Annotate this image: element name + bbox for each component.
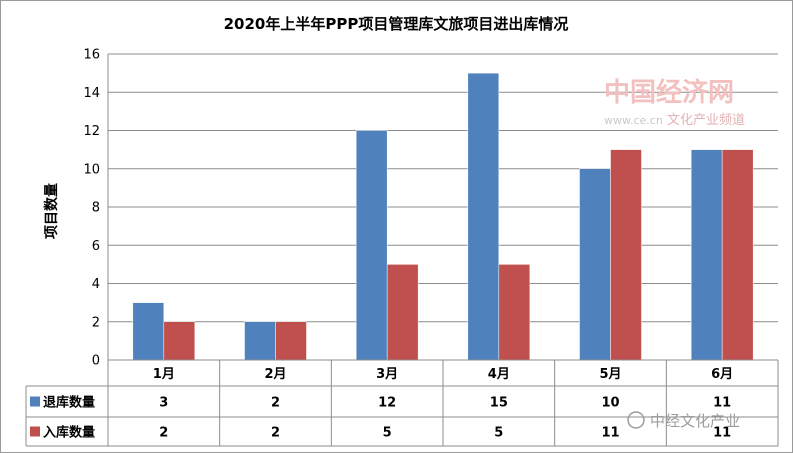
bar xyxy=(244,321,276,361)
y-tick-label: 8 xyxy=(92,201,100,216)
bar xyxy=(467,72,500,361)
legend-label: 退库数量 xyxy=(43,395,95,411)
bar xyxy=(579,168,611,361)
data-table-cell: 2 xyxy=(271,396,280,411)
wechat-icon xyxy=(627,411,645,429)
data-table-cell: 2 xyxy=(159,426,168,441)
y-tick-label: 16 xyxy=(83,48,100,63)
x-tick-label: 2月 xyxy=(264,367,286,382)
chart-title: 2020年上半年PPP项目管理库文旅项目进出库情况 xyxy=(224,15,569,33)
y-tick-label: 4 xyxy=(92,277,100,292)
bar xyxy=(690,149,723,361)
x-tick-label: 1月 xyxy=(153,367,175,382)
y-axis-label: 项目数量 xyxy=(43,183,60,239)
data-table-cell: 15 xyxy=(490,396,508,411)
data-table-cell: 3 xyxy=(159,396,168,411)
bar xyxy=(132,302,165,361)
x-tick-label: 4月 xyxy=(488,367,510,382)
x-tick-label: 3月 xyxy=(376,367,398,382)
watermark: 中国经济网 www.ce.cn 文化产业频道 xyxy=(604,77,745,128)
legend-swatch xyxy=(30,396,40,407)
y-tick-label: 10 xyxy=(83,162,100,177)
account-watermark: 中经文化产业 xyxy=(627,411,740,430)
legend-label: 入库数量 xyxy=(43,425,95,441)
data-table-cell: 5 xyxy=(383,426,392,441)
y-tick-label: 6 xyxy=(92,239,100,254)
data-table-cell: 5 xyxy=(494,426,503,441)
data-table-cell: 2 xyxy=(271,426,280,441)
x-tick-label: 6月 xyxy=(711,367,733,382)
bar xyxy=(610,149,642,361)
data-table-cell: 11 xyxy=(713,396,731,411)
bar xyxy=(386,264,419,361)
x-tick-label: 5月 xyxy=(599,367,621,382)
bars xyxy=(132,72,754,361)
y-tick-labels: 0 2 4 6 8 10 12 14 16 xyxy=(83,48,100,369)
data-table-cell: 12 xyxy=(378,396,396,411)
y-tick-label: 2 xyxy=(92,315,100,330)
bar xyxy=(163,321,196,361)
bar xyxy=(355,130,388,361)
bar xyxy=(275,321,307,361)
legend-swatch xyxy=(30,426,40,437)
data-table-cell: 10 xyxy=(601,396,619,411)
bar xyxy=(498,264,531,361)
watermark-channel: 文化产业频道 xyxy=(667,113,745,128)
data-table-cell: 11 xyxy=(601,426,619,441)
watermark-brand: 中国经济网 xyxy=(604,77,734,108)
data-table-cell: 11 xyxy=(713,426,731,441)
bar xyxy=(721,149,754,361)
y-tick-label: 0 xyxy=(92,354,100,369)
y-tick-label: 14 xyxy=(83,86,100,101)
y-tick-label: 12 xyxy=(83,124,100,139)
watermark-account: 中经文化产业 xyxy=(650,412,740,430)
watermark-url: www.ce.cn xyxy=(604,114,663,127)
